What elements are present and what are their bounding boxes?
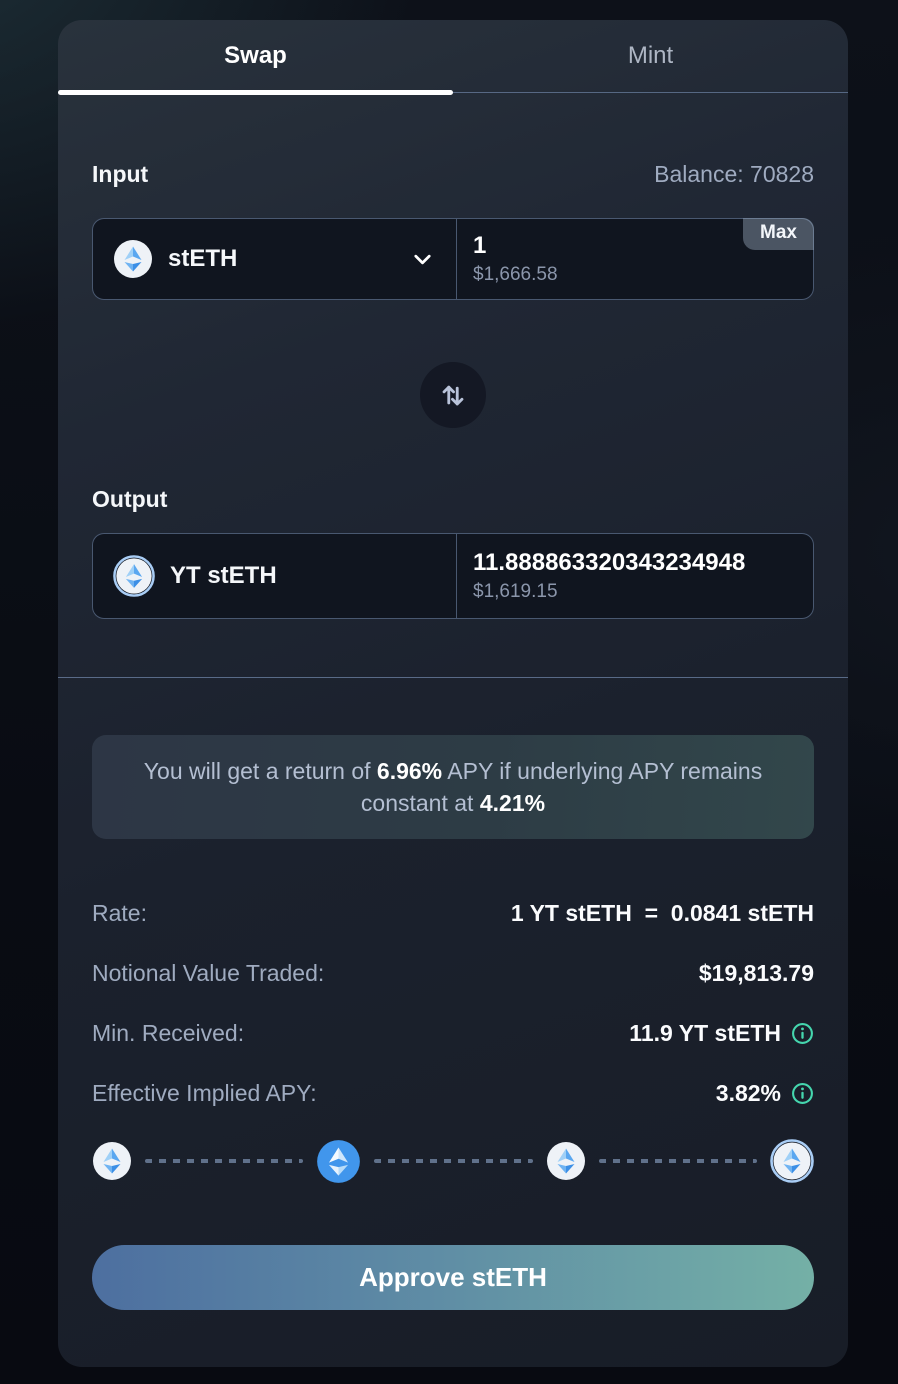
return-apy-value: 6.96% (376, 758, 443, 784)
info-icon[interactable] (791, 1082, 814, 1105)
input-token-selector[interactable]: stETH (93, 219, 456, 299)
trade-details: Rate: 1 YT stETH = 0.0841 stETH Notional… (92, 895, 814, 1111)
route-step-token-icon-3 (546, 1141, 586, 1181)
tab-mint[interactable]: Mint (627, 42, 674, 69)
detail-row-effective-apy: Effective Implied APY: 3.82% (92, 1075, 814, 1111)
rate-label: Rate: (92, 899, 147, 926)
input-token-box: stETH $1,666.58 Max (92, 218, 814, 300)
route-step-token-icon-2 (316, 1139, 361, 1184)
balance-label: Balance: 70828 (654, 161, 814, 187)
output-usd-value: $1,619.15 (473, 581, 558, 602)
effective-apy-label: Effective Implied APY: (92, 1079, 317, 1106)
route-dashed-connector (374, 1159, 533, 1163)
section-divider (58, 677, 848, 678)
output-token-box: YT stETH 11.888863320343234948 $1,619.15 (92, 533, 814, 619)
effective-apy-value: 3.82% (715, 1079, 781, 1106)
route-dashed-connector (145, 1159, 304, 1163)
tab-swap[interactable]: Swap (58, 20, 453, 95)
output-amount-value: 11.888863320343234948 (473, 549, 746, 576)
min-received-value: 11.9 YT stETH (629, 1019, 781, 1046)
approve-button[interactable]: Approve stETH (92, 1245, 814, 1310)
output-token-display: YT stETH (93, 534, 456, 618)
route-step-token-icon-1 (92, 1141, 132, 1181)
max-button[interactable]: Max (743, 218, 814, 250)
detail-row-rate: Rate: 1 YT stETH = 0.0841 stETH (92, 895, 814, 931)
notional-label: Notional Value Traded: (92, 959, 325, 986)
input-amount-field[interactable] (473, 232, 733, 260)
swap-direction-button[interactable] (420, 362, 486, 428)
tab-bar: Swap Mint (58, 20, 848, 95)
output-token-symbol: YT stETH (170, 562, 277, 589)
swap-card: Swap Mint Input Balance: 70828 stETH (58, 20, 848, 1367)
input-token-symbol: stETH (168, 245, 238, 272)
route-step-token-icon-4 (770, 1139, 814, 1183)
steth-token-icon (113, 239, 153, 279)
underlying-apy-value: 4.21% (479, 790, 546, 816)
chevron-down-icon (409, 246, 436, 273)
card-content: Input Balance: 70828 stETH (58, 93, 848, 1310)
route-dashed-connector (598, 1159, 757, 1163)
info-icon[interactable] (791, 1022, 814, 1045)
input-usd-value: $1,666.58 (473, 264, 558, 285)
input-section-title: Input (92, 161, 149, 187)
swap-arrows-icon (434, 376, 472, 414)
return-banner-text: You will get a return of 6.96% APY if un… (143, 758, 763, 816)
return-banner: You will get a return of 6.96% APY if un… (92, 735, 814, 839)
route-steps (92, 1137, 814, 1185)
rate-value: 1 YT stETH = 0.0841 stETH (510, 899, 814, 926)
min-received-label: Min. Received: (92, 1019, 245, 1046)
yt-steth-token-icon (113, 555, 155, 597)
detail-row-notional: Notional Value Traded: $19,813.79 (92, 955, 814, 991)
detail-row-min-received: Min. Received: 11.9 YT stETH (92, 1015, 814, 1051)
notional-value: $19,813.79 (698, 959, 814, 986)
output-section-title: Output (92, 486, 168, 512)
